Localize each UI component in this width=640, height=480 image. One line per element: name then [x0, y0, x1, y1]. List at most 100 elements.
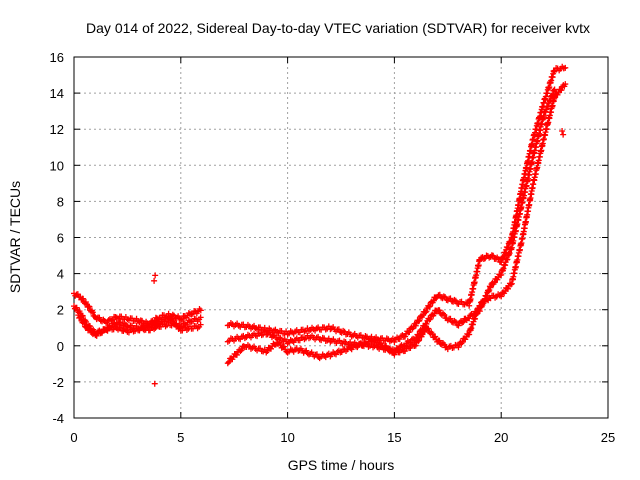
data-point: [419, 312, 426, 319]
data-point: [96, 314, 103, 321]
data-point: [490, 252, 497, 259]
data-point: [313, 351, 320, 358]
data-point: [452, 297, 459, 304]
data-point: [396, 336, 403, 343]
data-point: [169, 316, 176, 323]
data-point: [426, 316, 433, 323]
data-point: [442, 294, 449, 301]
y-tick-label: 12: [50, 122, 64, 137]
data-point: [558, 87, 565, 94]
data-point: [281, 343, 288, 350]
data-point: [225, 358, 232, 365]
data-point: [240, 343, 247, 350]
data-point: [179, 316, 186, 323]
data-point: [99, 329, 106, 336]
data-point: [455, 344, 462, 351]
data-point: [197, 314, 204, 321]
x-tick-label: 20: [494, 430, 508, 445]
data-point: [425, 325, 432, 332]
data-point: [378, 340, 385, 347]
data-point: [238, 347, 245, 354]
data-point: [427, 316, 434, 323]
data-point: [152, 272, 159, 279]
x-axis-title: GPS time / hours: [288, 457, 395, 473]
data-point: [436, 291, 443, 298]
x-tick-label: 25: [601, 430, 615, 445]
data-point: [447, 295, 454, 302]
y-tick-label: 16: [50, 50, 64, 65]
x-axis: 0 5 10 15 20 25: [70, 57, 615, 445]
data-point: [396, 349, 403, 356]
data-point: [197, 321, 204, 328]
data-point: [429, 330, 436, 337]
data-point: [498, 293, 505, 300]
y-tick-label: -2: [52, 375, 64, 390]
data-point: [487, 284, 494, 291]
data-point: [303, 347, 310, 354]
data-point: [74, 291, 81, 298]
chart-title: Day 014 of 2022, Sidereal Day-to-day VTE…: [86, 20, 590, 36]
data-point: [560, 131, 567, 138]
data-point: [77, 314, 84, 321]
data-point: [117, 319, 124, 326]
data-point: [416, 317, 423, 324]
y-tick-label: 4: [57, 267, 64, 282]
data-point: [422, 309, 429, 316]
data-point: [451, 317, 458, 324]
data-point: [455, 322, 462, 329]
data-point: [188, 311, 195, 318]
y-tick-label: 2: [57, 303, 64, 318]
data-point: [144, 322, 151, 329]
data-point: [86, 303, 93, 310]
data-point: [480, 256, 487, 263]
data-point: [82, 324, 89, 331]
data-point: [264, 347, 271, 354]
data-point: [170, 318, 177, 325]
data-point: [436, 307, 443, 314]
data-point: [423, 308, 430, 315]
data-point: [559, 128, 566, 135]
y-tick-label: -4: [52, 411, 64, 426]
data-point: [507, 281, 514, 288]
y-tick-label: 8: [57, 194, 64, 209]
data-point: [440, 310, 447, 317]
y-tick-label: 6: [57, 231, 64, 246]
data-point: [136, 327, 143, 334]
data-point: [325, 335, 332, 342]
data-point: [460, 318, 467, 325]
data-point: [389, 335, 396, 342]
data-point: [412, 342, 419, 349]
data-point: [451, 296, 458, 303]
data-point: [233, 351, 240, 358]
data-point: [91, 313, 98, 320]
data-point: [447, 315, 454, 322]
data-point: [100, 316, 107, 323]
data-point: [93, 332, 100, 339]
grid-lines: [74, 57, 608, 418]
data-point: [504, 285, 511, 292]
data-points: [71, 63, 569, 387]
data-point: [402, 333, 409, 340]
y-tick-label: 14: [50, 86, 64, 101]
data-point: [495, 256, 502, 263]
data-point: [81, 319, 88, 326]
data-point: [73, 304, 80, 311]
data-point: [372, 337, 379, 344]
data-point: [459, 319, 466, 326]
data-point: [140, 326, 147, 333]
x-tick-label: 0: [70, 430, 77, 445]
data-point: [151, 380, 158, 387]
data-point: [237, 348, 244, 355]
data-point: [117, 324, 124, 331]
data-point: [406, 329, 413, 336]
data-point: [87, 326, 94, 333]
data-point: [197, 307, 204, 314]
data-point: [407, 344, 414, 351]
data-point: [224, 360, 231, 367]
data-point: [476, 257, 483, 264]
data-point: [387, 346, 394, 353]
data-point: [416, 337, 423, 344]
data-point: [415, 338, 422, 345]
data-point: [177, 316, 184, 323]
